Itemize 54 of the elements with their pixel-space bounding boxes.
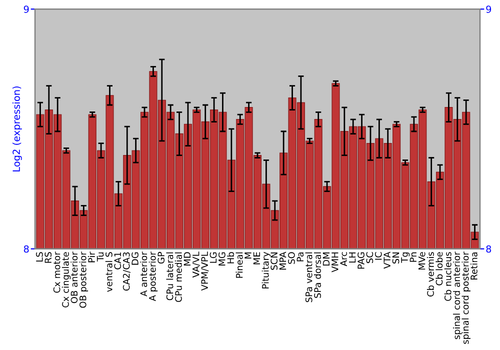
x-tick-label: Pir [88,252,95,262]
x-tick-label: CPu medial [174,252,182,302]
x-tick-label: MG [218,252,226,266]
x-tick-label: Cb lobe [436,252,443,286]
x-tick-label: VPM/VPL [201,252,209,291]
x-tick-label: Retina [470,252,478,280]
x-tick-label: PAG [358,252,364,269]
x-tick-label: MD [184,252,190,266]
x-tick-label: VTA [384,252,390,269]
x-tick-label: Tg [401,252,410,263]
x-tick-label: spinal cord anterior [453,252,462,340]
x-tick-label: CA1 [114,252,122,270]
x-tick-label: Arc [340,252,348,266]
x-tick-label: Cx motor [53,252,60,293]
x-tick-label: OB anterior [70,252,78,304]
x-tick-label: ventral S [105,252,112,292]
x-tick-label: spinal cord posterior [462,252,470,344]
x-tick-label: SCN [270,252,278,270]
x-tick-label: Pineal [236,252,243,278]
x-tick-label: M [244,252,252,259]
x-tick-label: CA2/CA3 [122,252,130,291]
x-tick-label: RS [44,252,52,263]
y-axis-title: Log2 (expression) [12,86,22,172]
x-tick-label: SPa ventral [305,252,312,302]
x-tick-label: OB posterior [79,252,88,308]
x-tick-label: VMH [332,252,338,272]
x-tick-label: CPu lateral [166,252,174,300]
x-tick-label: Cb vermis [426,252,434,296]
x-tick-label: SPa dorsal [314,252,321,298]
x-tick-label: DG [132,252,138,265]
x-tick-label: SO [288,252,295,264]
x-tick-label: LH [349,252,356,263]
x-tick-label: MVe [418,252,426,270]
x-tick-label: A anterior [140,252,148,296]
x-tick-label: DM [322,252,330,266]
x-tick-label: ME [253,252,260,264]
x-tick-label: SN [392,252,400,264]
x-tick-label: Tu [96,252,104,262]
x-tick-label: Cx cingulate [62,252,71,308]
x-tick-label: Cb nucleus [444,252,452,301]
y2-tick-label: 9 [486,6,492,13]
x-tick-label: GP [158,252,165,264]
x-tick-label: Pituitary [262,252,271,288]
x-tick-label: IC [374,252,382,260]
x-tick-label: MPA [279,252,286,270]
x-tick-label: Pn [410,252,416,262]
x-tick-label: A posterior [148,252,158,302]
x-tick-label: Pa [296,252,304,262]
x-tick-label: LG [210,252,217,263]
x-tick-label: VA/VL [192,252,200,278]
x-tick-label: Hb [227,252,234,264]
x-tick-label: LS [36,252,43,262]
x-tick-label: SC [366,252,374,264]
y2-tick-label: 8 [486,245,492,253]
